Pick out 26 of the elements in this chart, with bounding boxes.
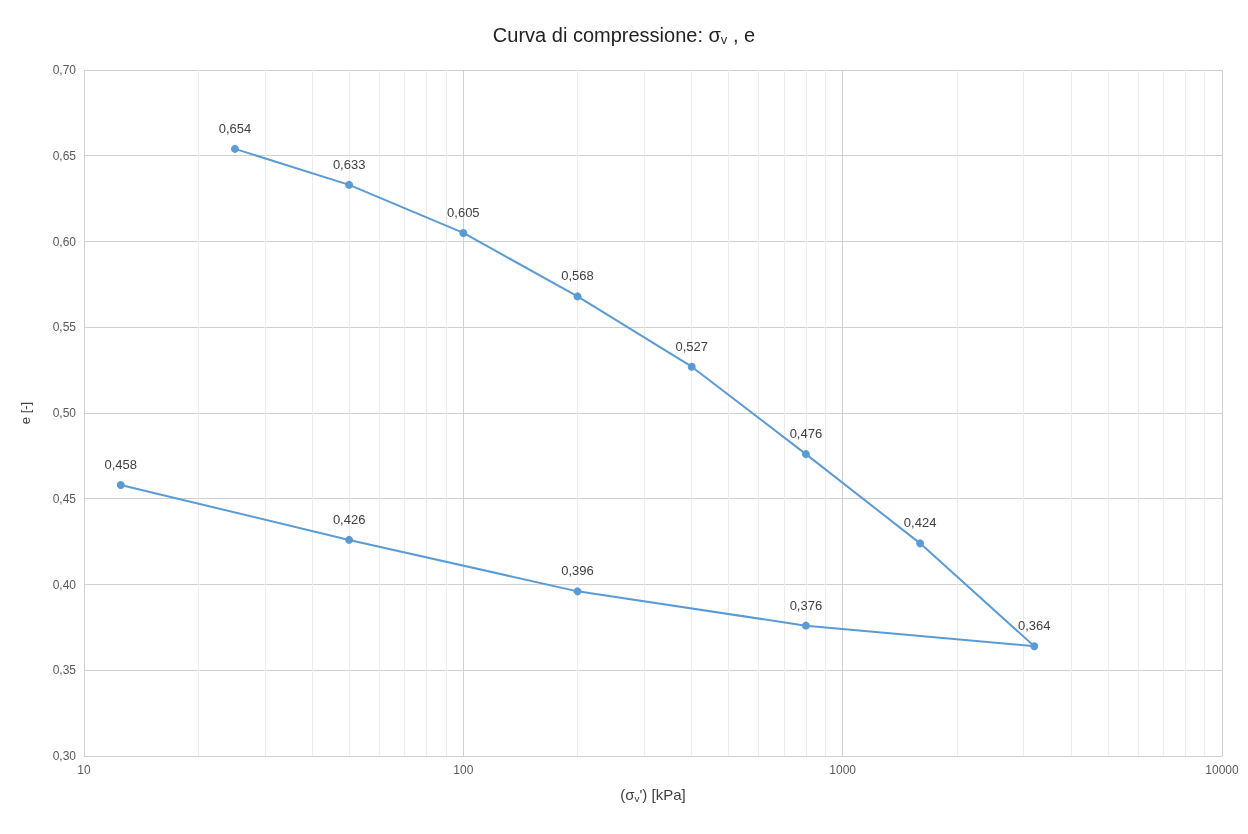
data-label: 0,654	[218, 120, 252, 136]
data-label: 0,568	[561, 268, 594, 284]
y-tick-label: 0,60	[52, 234, 77, 249]
data-label: 0,633	[332, 156, 366, 172]
y-axis-title: e [-]	[18, 401, 33, 425]
data-label: 0,424	[903, 515, 937, 531]
data-label: 0,396	[561, 563, 594, 579]
data-label: 0,527	[675, 338, 708, 354]
data-label: 0,364	[1018, 618, 1051, 634]
data-label: 0,605	[447, 204, 480, 220]
x-tick-label: 10	[77, 763, 91, 777]
x-tick-label: 100	[453, 763, 474, 777]
data-label: 0,376	[789, 597, 823, 613]
y-tick-label: 0,45	[52, 491, 77, 506]
y-tick-label: 0,35	[52, 663, 77, 678]
data-label: 0,476	[789, 426, 823, 442]
data-label: 0,426	[332, 511, 366, 527]
y-tick-label: 0,40	[52, 577, 77, 592]
x-tick-label: 1000	[829, 763, 857, 777]
y-tick-label: 0,65	[52, 148, 77, 163]
x-tick-label: 10000	[1205, 763, 1240, 777]
data-label: 0,458	[104, 457, 138, 473]
y-tick-label: 0,50	[52, 406, 77, 420]
y-tick-label: 0,70	[52, 63, 77, 77]
y-tick-label: 0,30	[52, 749, 77, 763]
y-tick-label: 0,55	[52, 320, 77, 335]
